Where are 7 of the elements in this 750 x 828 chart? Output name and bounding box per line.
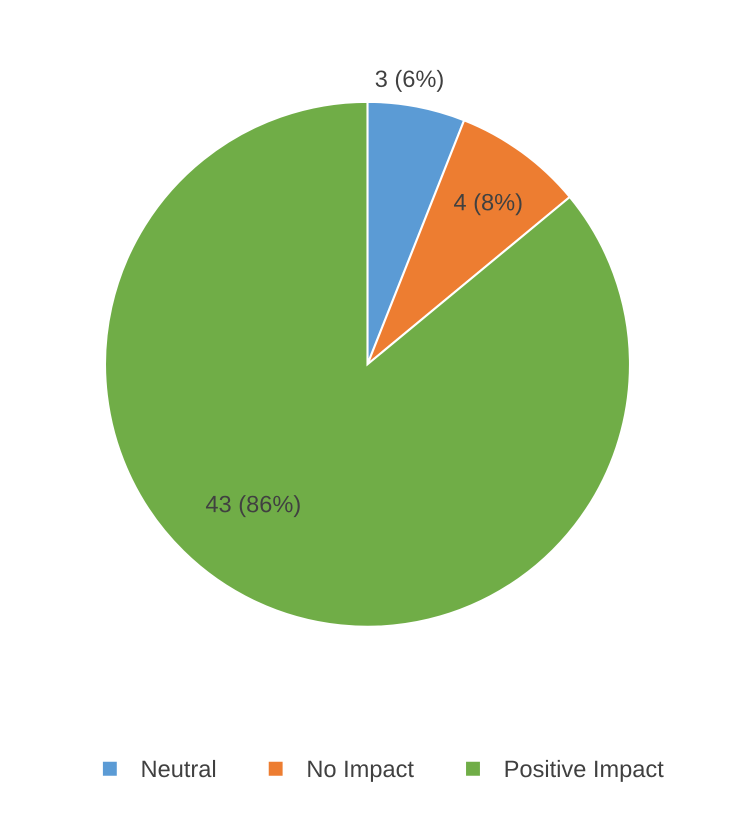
data-label: 43 (86%) [206,495,300,518]
data-label: 3 (6%) [376,70,443,92]
legend-label: Neutral [142,760,216,778]
legend-label: No Impact [308,760,414,782]
pie-slice [104,100,632,628]
legend-label: Positive Impact [506,760,664,782]
data-label: 4 (8%) [454,193,522,216]
